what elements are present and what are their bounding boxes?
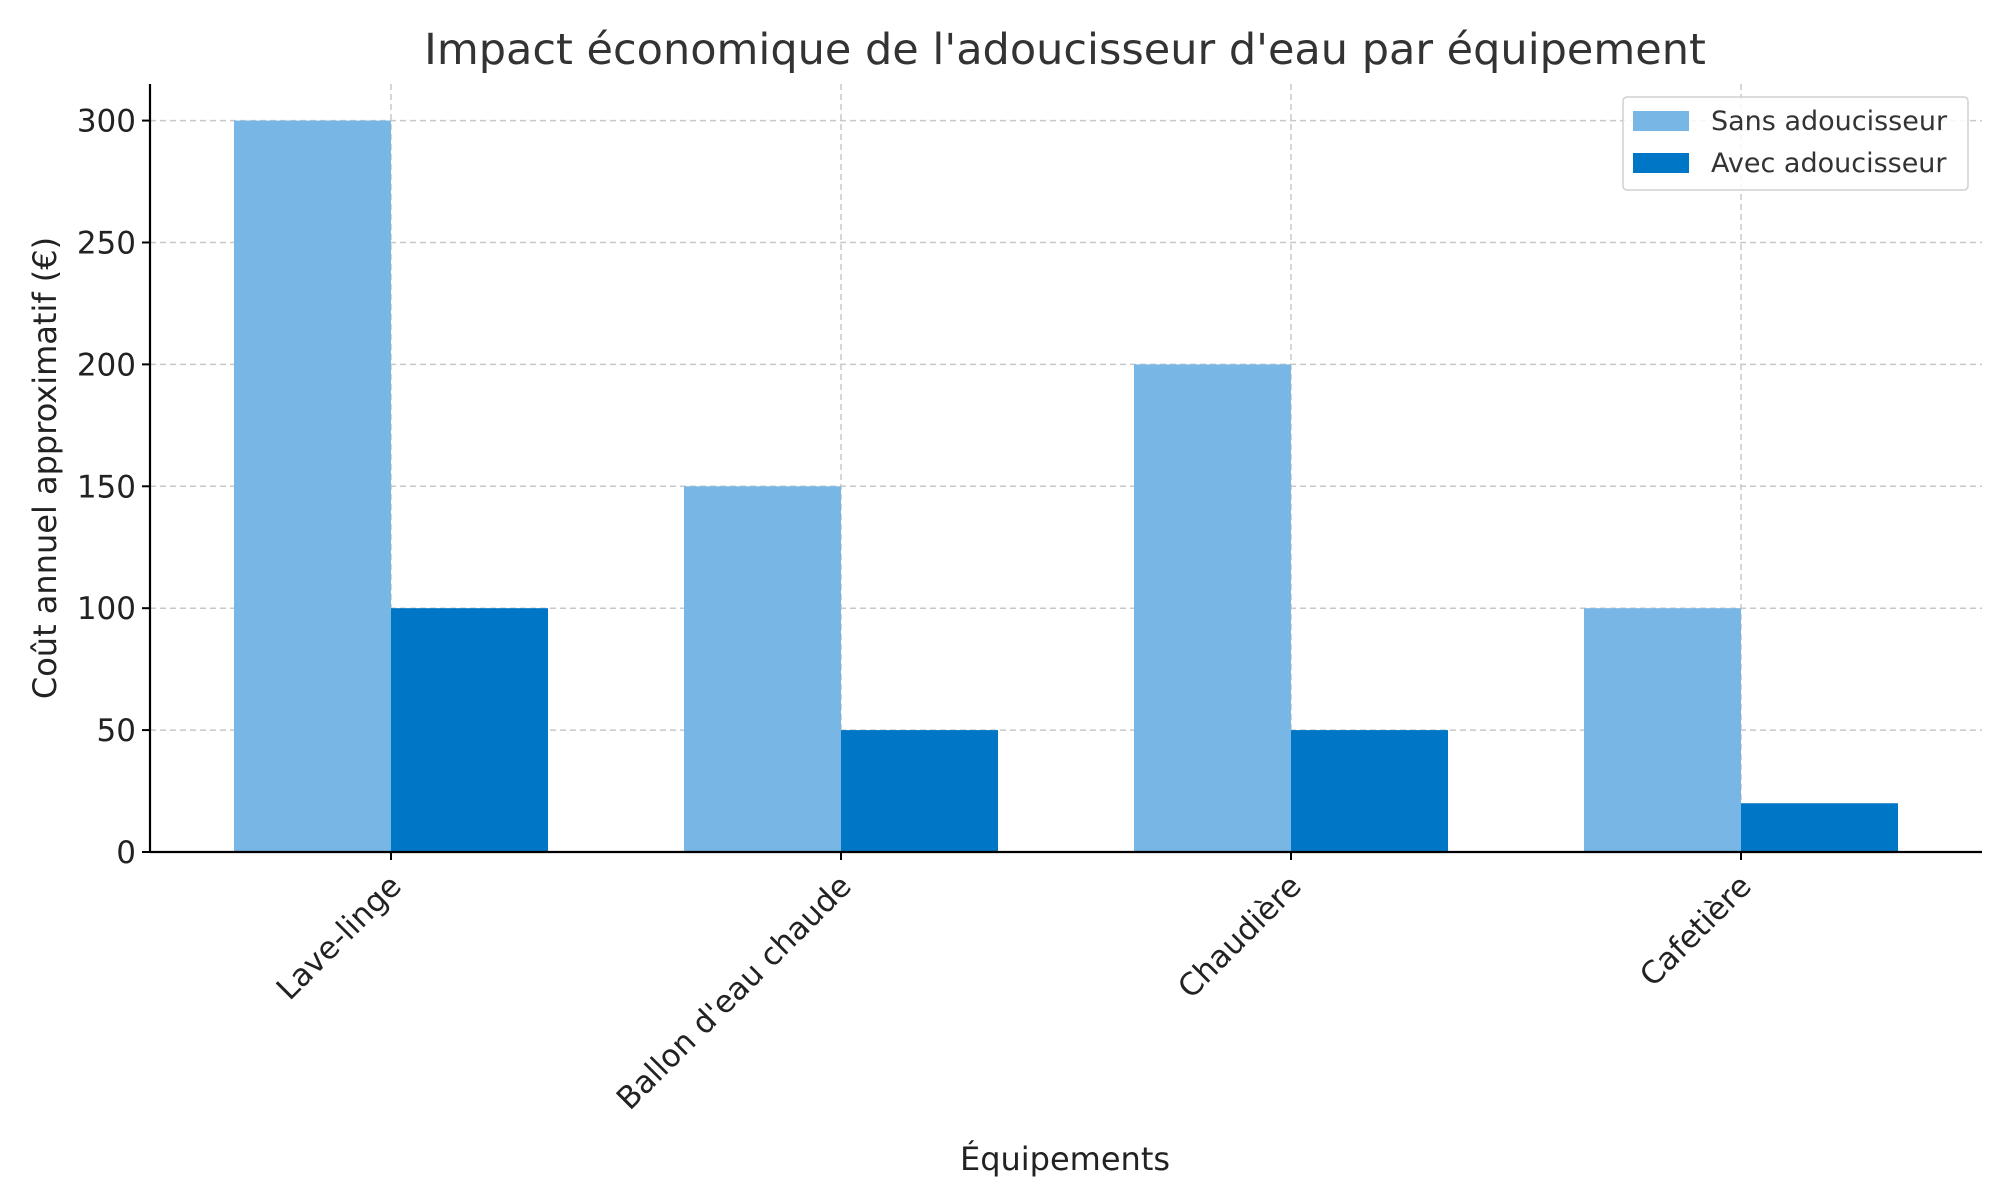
axes <box>148 84 1982 854</box>
chart-title: Impact économique de l'adoucisseur d'eau… <box>424 25 1706 75</box>
x-tick-label: Lave-linge <box>270 868 409 1007</box>
legend-swatch <box>1633 111 1689 131</box>
y-axis-label: Coût annuel approximatif (€) <box>26 237 64 699</box>
bar-avec-0 <box>391 608 548 852</box>
y-tick-label: 300 <box>77 104 136 140</box>
bar-sans-0 <box>234 120 391 853</box>
bar-avec-2 <box>1291 730 1448 852</box>
bar-avec-3 <box>1741 803 1898 852</box>
x-tick-label: Ballon d'eau chaude <box>610 868 859 1117</box>
bar-avec-1 <box>841 730 998 852</box>
x-axis-label: Équipements <box>960 1140 1170 1178</box>
bars <box>234 120 1898 853</box>
x-tick-label: Chaudière <box>1171 868 1308 1005</box>
bar-sans-3 <box>1584 608 1741 852</box>
x-tick-label: Cafetière <box>1633 868 1759 994</box>
bar-sans-2 <box>1134 364 1291 852</box>
y-tick-label: 200 <box>77 347 136 383</box>
y-tick-label: 100 <box>77 591 136 627</box>
y-tick-label: 0 <box>116 835 136 871</box>
y-tick-label: 50 <box>97 713 136 749</box>
y-tick-label: 150 <box>77 469 136 505</box>
legend-frame <box>1622 96 1969 191</box>
y-tick-label: 250 <box>77 225 136 261</box>
legend-label: Sans adoucisseur <box>1711 106 1948 137</box>
legend: Sans adoucisseur Avec adoucisseur <box>1622 96 1969 191</box>
legend-label: Avec adoucisseur <box>1711 148 1947 179</box>
bar-sans-1 <box>684 486 841 852</box>
legend-swatch <box>1633 153 1689 173</box>
